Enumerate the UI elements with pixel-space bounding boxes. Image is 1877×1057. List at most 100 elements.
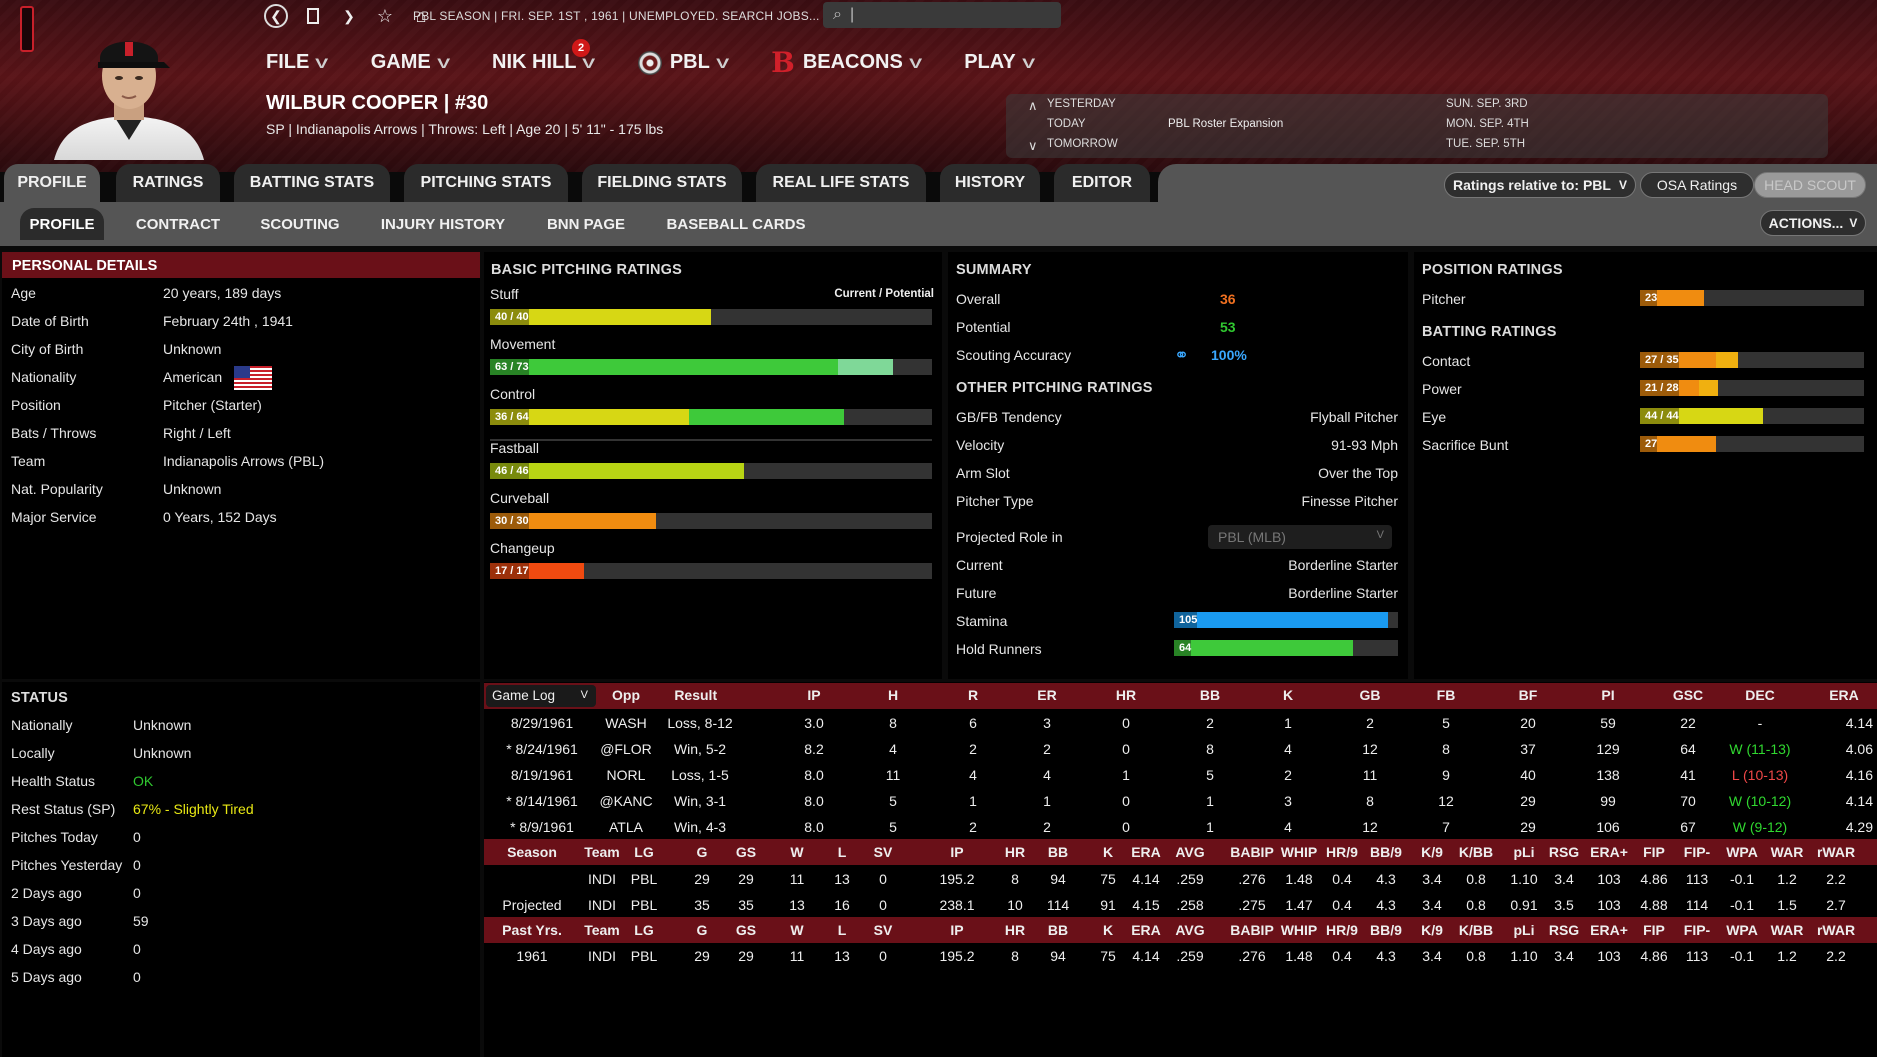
season-row[interactable]: INDI PBL 29 29 11 13 0 195.2 8 94 75 4.14 .259 .276 1.… <box>484 869 1877 891</box>
season-column-header[interactable]: RSG <box>1548 844 1580 860</box>
past-years-column-header[interactable]: BABIP <box>1230 922 1274 938</box>
gamelog-select[interactable]: Game Log V <box>486 685 596 707</box>
past-years-column-header[interactable]: BB/9 <box>1370 922 1402 938</box>
subtab-contract[interactable]: CONTRACT <box>135 215 221 233</box>
past-years-column-header[interactable]: LG <box>634 922 654 938</box>
past-years-column-header[interactable]: ERA <box>1131 922 1161 938</box>
season-column-header[interactable]: SV <box>873 844 893 860</box>
gamelog-column-header[interactable]: GSC <box>1672 687 1704 703</box>
season-column-header[interactable]: BABIP <box>1230 844 1274 860</box>
season-column-header[interactable]: FIP- <box>1683 844 1711 860</box>
menu-manager[interactable]: NIK HILL 2 V <box>492 39 596 74</box>
gamelog-column-header[interactable]: K <box>1282 687 1294 703</box>
tab-pitching-stats[interactable]: PITCHING STATS <box>404 164 568 202</box>
gamelog-column-header[interactable]: R <box>967 687 979 703</box>
gamelog-column-header[interactable]: IP <box>807 687 821 703</box>
past-years-column-header[interactable]: G <box>696 922 708 938</box>
menu-league[interactable]: PBL V <box>637 50 729 75</box>
gamelog-column-header[interactable]: GB <box>1359 687 1381 703</box>
gamelog-row[interactable]: 8/29/1961 WASH Loss, 8-12 3.0 8 6 3 0 2 1 2 5 20 59 22… <box>484 713 1877 735</box>
back-icon[interactable]: ❮ <box>264 4 288 28</box>
game-status-text[interactable]: PBL SEASON | FRI. SEP. 1ST , 1961 | UNEM… <box>413 9 820 23</box>
season-column-header[interactable]: BB/9 <box>1370 844 1402 860</box>
past-years-row[interactable]: 1961 INDI PBL 29 29 11 13 0 195.2 8 94 75 4.14 .259 .2… <box>484 946 1877 968</box>
cal-yesterday[interactable]: YESTERDAY <box>1047 98 1116 110</box>
cal-day-3[interactable]: TUE. SEP. 5TH <box>1446 138 1526 150</box>
past-years-column-header[interactable]: SV <box>873 922 893 938</box>
gamelog-row[interactable]: * 8/9/1961 ATLA Win, 4-3 8.0 5 2 2 0 1 4 12 7 29 106 6… <box>484 817 1877 839</box>
menu-team[interactable]: B BEACONS V <box>771 46 922 79</box>
past-years-column-header[interactable]: GS <box>735 922 757 938</box>
cal-today-event[interactable]: PBL Roster Expansion <box>1168 118 1284 130</box>
season-row[interactable]: Projected INDI PBL 35 35 13 16 0 238.1 10 114 91 4.1… <box>484 895 1877 917</box>
past-years-column-header[interactable]: HR/9 <box>1326 922 1358 938</box>
gamelog-column-header[interactable]: FB <box>1436 687 1456 703</box>
subtab-baseball-cards[interactable]: BASEBALL CARDS <box>666 215 806 233</box>
gamelog-row[interactable]: * 8/14/1961 @KANC Win, 3-1 8.0 5 1 1 0 1 3 8 12 29 99… <box>484 791 1877 813</box>
past-years-column-header[interactable]: BB <box>1047 922 1069 938</box>
past-years-column-header[interactable]: W <box>790 922 804 938</box>
past-years-column-header[interactable]: Past Yrs. <box>502 922 562 938</box>
projected-role-select[interactable]: PBL (MLB) V <box>1208 525 1392 549</box>
past-years-column-header[interactable]: WHIP <box>1280 922 1318 938</box>
menu-play[interactable]: PLAY V <box>964 51 1035 74</box>
season-column-header[interactable]: Team <box>584 844 620 860</box>
subtab-profile[interactable]: PROFILE <box>20 208 104 240</box>
gamelog-column-header[interactable]: ER <box>1037 687 1057 703</box>
tab-history[interactable]: HISTORY <box>940 164 1040 202</box>
season-column-header[interactable]: G <box>696 844 708 860</box>
past-years-column-header[interactable]: L <box>837 922 847 938</box>
subtab-injury-history[interactable]: INJURY HISTORY <box>380 215 506 233</box>
past-years-column-header[interactable]: K/9 <box>1421 922 1443 938</box>
gamelog-column-header[interactable]: H <box>887 687 899 703</box>
past-years-column-header[interactable]: IP <box>950 922 964 938</box>
past-years-column-header[interactable]: rWAR <box>1816 922 1856 938</box>
season-column-header[interactable]: L <box>837 844 847 860</box>
tab-real-life-stats[interactable]: REAL LIFE STATS <box>756 164 926 202</box>
season-column-header[interactable]: W <box>790 844 804 860</box>
past-years-column-header[interactable]: FIP <box>1643 922 1665 938</box>
gamelog-column-header[interactable]: BB <box>1199 687 1221 703</box>
search-box[interactable]: ⌕ | <box>823 2 1061 28</box>
tab-fielding-stats[interactable]: FIELDING STATS <box>582 164 742 202</box>
past-years-column-header[interactable]: ERA+ <box>1590 922 1628 938</box>
season-column-header[interactable]: WPA <box>1726 844 1758 860</box>
season-column-header[interactable]: ERA <box>1131 844 1161 860</box>
past-years-column-header[interactable]: pLi <box>1513 922 1535 938</box>
gamelog-column-header[interactable]: Opp <box>612 687 640 703</box>
head-scout-toggle[interactable]: HEAD SCOUT <box>1754 172 1866 198</box>
past-years-column-header[interactable]: K/BB <box>1458 922 1494 938</box>
bookmark-icon[interactable] <box>302 5 324 27</box>
forward-icon[interactable]: ❯ <box>343 7 355 24</box>
actions-button[interactable]: ACTIONS... V <box>1760 210 1866 236</box>
season-column-header[interactable]: ERA+ <box>1590 844 1628 860</box>
gamelog-row[interactable]: 8/19/1961 NORL Loss, 1-5 8.0 11 4 4 1 5 2 11 9 40 138… <box>484 765 1877 787</box>
tab-editor[interactable]: EDITOR <box>1054 164 1150 202</box>
menu-game[interactable]: GAME V <box>371 51 450 74</box>
past-years-column-header[interactable]: HR <box>1004 922 1026 938</box>
tab-profile[interactable]: PROFILE <box>4 164 100 202</box>
season-column-header[interactable]: HR/9 <box>1326 844 1358 860</box>
past-years-column-header[interactable]: WAR <box>1770 922 1804 938</box>
gamelog-column-header[interactable]: BF <box>1518 687 1538 703</box>
season-column-header[interactable]: WHIP <box>1280 844 1318 860</box>
gamelog-column-header[interactable]: DEC <box>1745 687 1775 703</box>
up-arrow-icon[interactable]: ∧ <box>1028 98 1038 113</box>
season-column-header[interactable]: GS <box>735 844 757 860</box>
down-arrow-icon[interactable]: ∨ <box>1028 138 1038 153</box>
cal-today[interactable]: TODAY <box>1047 118 1086 130</box>
season-column-header[interactable]: rWAR <box>1816 844 1856 860</box>
gamelog-row[interactable]: * 8/24/1961 @FLOR Win, 5-2 8.2 4 2 2 0 8 4 12 8 37 12… <box>484 739 1877 761</box>
gamelog-column-header[interactable]: PI <box>1601 687 1615 703</box>
past-years-column-header[interactable]: RSG <box>1548 922 1580 938</box>
star-icon[interactable]: ☆ <box>376 5 394 26</box>
gamelog-column-header[interactable]: Result <box>674 687 718 703</box>
gamelog-column-header[interactable]: HR <box>1115 687 1137 703</box>
season-column-header[interactable]: BB <box>1047 844 1069 860</box>
tab-ratings[interactable]: RATINGS <box>116 164 220 202</box>
season-column-header[interactable]: AVG <box>1175 844 1205 860</box>
home-icon[interactable]: ⌂ <box>415 5 427 26</box>
personal-detail-value[interactable]: Indianapolis Arrows (PBL) <box>163 453 325 469</box>
past-years-column-header[interactable]: Team <box>584 922 620 938</box>
tab-batting-stats[interactable]: BATTING STATS <box>234 164 390 202</box>
